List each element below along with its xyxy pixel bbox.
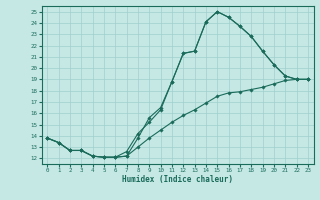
- X-axis label: Humidex (Indice chaleur): Humidex (Indice chaleur): [122, 175, 233, 184]
